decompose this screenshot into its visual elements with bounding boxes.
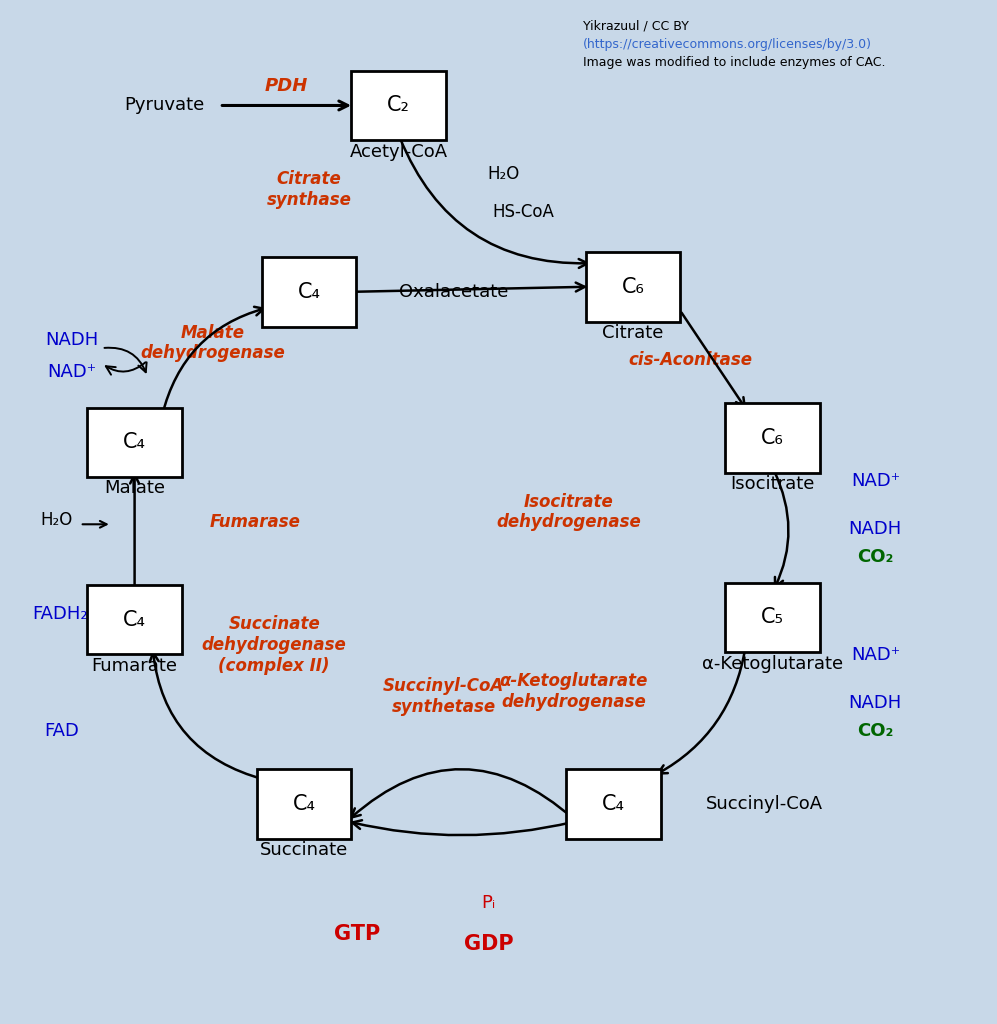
Text: C₄: C₄ (298, 282, 320, 302)
FancyBboxPatch shape (261, 257, 357, 327)
Text: NAD⁺: NAD⁺ (850, 646, 900, 665)
Text: C₂: C₂ (387, 95, 411, 116)
Text: Pᵢ: Pᵢ (482, 894, 496, 912)
FancyBboxPatch shape (725, 403, 820, 473)
Text: C₅: C₅ (761, 607, 785, 628)
Text: C₄: C₄ (124, 432, 146, 453)
Text: Citrate
synthase: Citrate synthase (266, 170, 352, 209)
Text: Succinate
dehydrogenase
(complex II): Succinate dehydrogenase (complex II) (201, 615, 347, 675)
Text: α-Ketoglutarate
dehydrogenase: α-Ketoglutarate dehydrogenase (499, 672, 647, 711)
Text: H₂O: H₂O (41, 511, 73, 529)
FancyBboxPatch shape (88, 408, 181, 477)
Text: GTP: GTP (334, 924, 380, 944)
Text: NAD⁺: NAD⁺ (850, 472, 900, 490)
Text: C₄: C₄ (293, 794, 315, 814)
Text: Succinyl-CoA: Succinyl-CoA (706, 795, 823, 813)
Text: Image was modified to include enzymes of CAC.: Image was modified to include enzymes of… (583, 56, 885, 69)
Text: C₆: C₆ (622, 276, 644, 297)
Text: FAD: FAD (45, 722, 79, 740)
Text: Pyruvate: Pyruvate (125, 96, 204, 115)
Text: Succinyl-CoA
synthetase: Succinyl-CoA synthetase (383, 677, 504, 716)
Text: Isocitrate
dehydrogenase: Isocitrate dehydrogenase (496, 493, 641, 531)
Text: C₆: C₆ (762, 428, 784, 449)
Text: H₂O: H₂O (488, 165, 519, 183)
Text: NADH: NADH (848, 520, 902, 539)
Text: GDP: GDP (464, 934, 513, 954)
Text: C₄: C₄ (602, 794, 624, 814)
Text: NADH: NADH (848, 694, 902, 713)
Text: C₄: C₄ (124, 609, 146, 630)
FancyBboxPatch shape (88, 585, 181, 654)
Text: HS-CoA: HS-CoA (493, 203, 554, 221)
Text: Malate
dehydrogenase: Malate dehydrogenase (140, 324, 285, 362)
FancyBboxPatch shape (725, 583, 820, 652)
Text: cis-Aconitase: cis-Aconitase (628, 351, 752, 370)
FancyBboxPatch shape (585, 252, 680, 322)
FancyBboxPatch shape (351, 71, 447, 140)
FancyBboxPatch shape (256, 769, 351, 839)
FancyBboxPatch shape (565, 769, 660, 839)
Text: Isocitrate: Isocitrate (731, 475, 815, 494)
Text: Oxalacetate: Oxalacetate (399, 283, 508, 301)
Text: (https://creativecommons.org/licenses/by/3.0): (https://creativecommons.org/licenses/by… (583, 38, 872, 50)
Text: NAD⁺: NAD⁺ (47, 362, 97, 381)
Text: Malate: Malate (104, 479, 166, 498)
Text: Succinate: Succinate (260, 841, 348, 859)
Text: Acetyl-CoA: Acetyl-CoA (350, 142, 448, 161)
Text: PDH: PDH (264, 77, 308, 95)
Text: Yikrazuul / CC BY: Yikrazuul / CC BY (583, 19, 689, 32)
Text: CO₂: CO₂ (857, 722, 893, 740)
Text: NADH: NADH (45, 331, 99, 349)
Text: α-Ketoglutarate: α-Ketoglutarate (702, 654, 843, 673)
Text: Fumarate: Fumarate (92, 656, 177, 675)
Text: Fumarase: Fumarase (209, 513, 300, 531)
Text: Citrate: Citrate (602, 324, 664, 342)
Text: FADH₂: FADH₂ (32, 605, 88, 624)
Text: CO₂: CO₂ (857, 548, 893, 566)
